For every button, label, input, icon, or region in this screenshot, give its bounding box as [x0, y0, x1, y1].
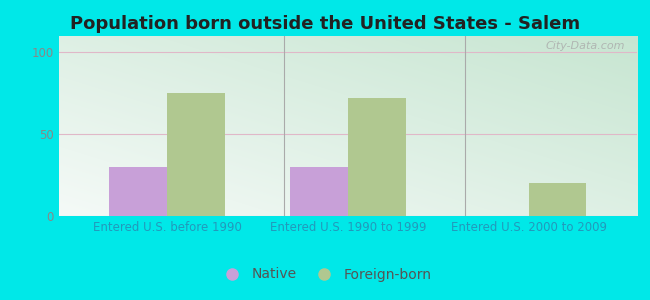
Bar [290, 167, 348, 216]
Text: City-Data.com: City-Data.com [546, 41, 625, 51]
Bar [348, 98, 406, 216]
Legend: Native, Foreign-born: Native, Foreign-born [213, 262, 437, 287]
Text: Population born outside the United States - Salem: Population born outside the United State… [70, 15, 580, 33]
Bar [109, 167, 167, 216]
Bar [167, 93, 225, 216]
Bar [528, 183, 586, 216]
